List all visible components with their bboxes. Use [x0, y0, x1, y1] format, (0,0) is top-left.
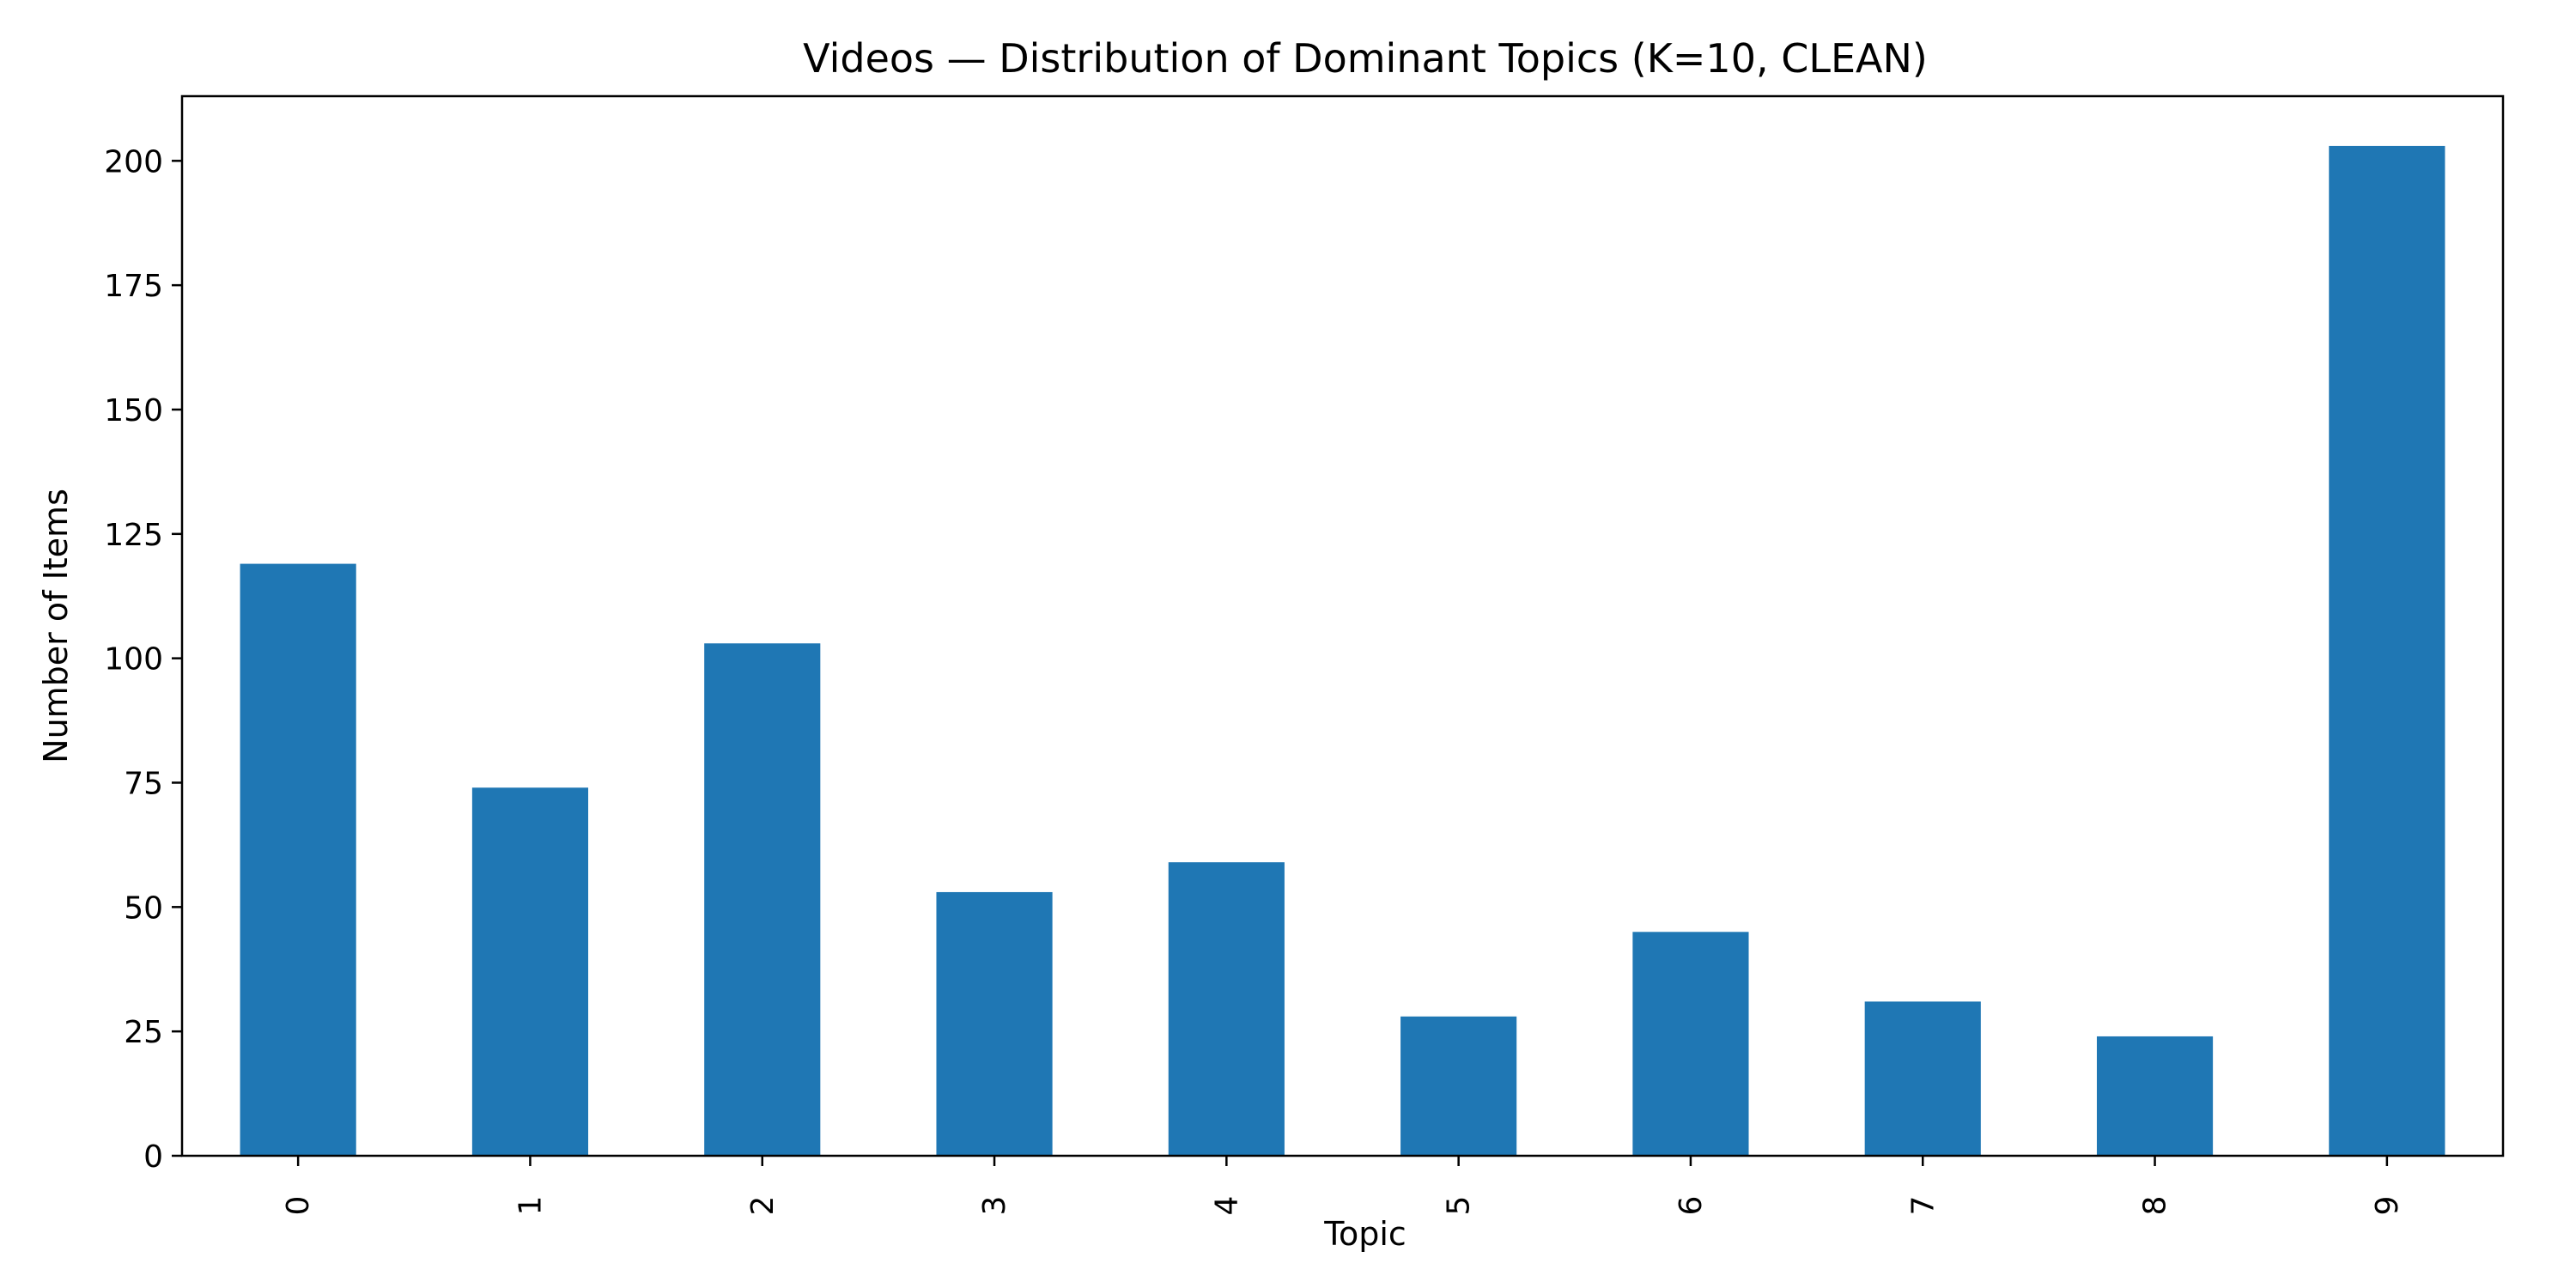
- bar-topic-1: [471, 787, 589, 1156]
- bar-topic-2: [704, 643, 821, 1156]
- x-tick-label: 3: [977, 1196, 1012, 1216]
- x-tick-label: 4: [1209, 1196, 1244, 1216]
- y-tick-label: 175: [104, 269, 163, 304]
- y-tick-label: 75: [124, 766, 163, 801]
- bar-topic-8: [2096, 1036, 2214, 1156]
- x-tick-label: 7: [1905, 1196, 1941, 1216]
- y-tick-label: 200: [104, 144, 163, 179]
- x-tick-label: 0: [281, 1196, 316, 1216]
- x-tick-label: 1: [513, 1196, 548, 1216]
- bar-topic-6: [1632, 932, 1749, 1156]
- bars: [240, 145, 2445, 1156]
- x-tick-label: 8: [2138, 1196, 2173, 1216]
- y-tick-label: 150: [104, 393, 163, 428]
- x-tick-label: 9: [2370, 1196, 2405, 1216]
- x-tick-label: 5: [1442, 1196, 1477, 1216]
- plot-frame: [180, 94, 2505, 1157]
- bar-topic-0: [240, 563, 356, 1156]
- bar-topic-7: [1864, 1001, 1981, 1156]
- y-tick-label: 25: [124, 1015, 163, 1050]
- y-tick-label: 125: [104, 518, 163, 553]
- x-axis-ticks: 0 1 2 3 4 5 6 7 8 9: [281, 1156, 2405, 1215]
- x-tick-label: 6: [1674, 1196, 1709, 1216]
- chart-title: Videos — Distribution of Dominant Topics…: [803, 35, 1928, 82]
- y-tick-label: 100: [104, 642, 163, 677]
- y-tick-label: 0: [143, 1139, 163, 1175]
- bar-topic-3: [936, 891, 1053, 1156]
- bar-topic-9: [2329, 145, 2445, 1156]
- y-tick-label: 50: [124, 890, 163, 926]
- bar-topic-4: [1168, 862, 1285, 1156]
- x-axis-label: Topic: [1323, 1215, 1406, 1253]
- y-axis-label: Number of Items: [37, 489, 75, 763]
- bar-topic-5: [1400, 1016, 1517, 1156]
- y-axis-ticks: 0 25 50 75 100 125 150 175 200: [104, 144, 182, 1175]
- x-tick-label: 2: [745, 1196, 781, 1216]
